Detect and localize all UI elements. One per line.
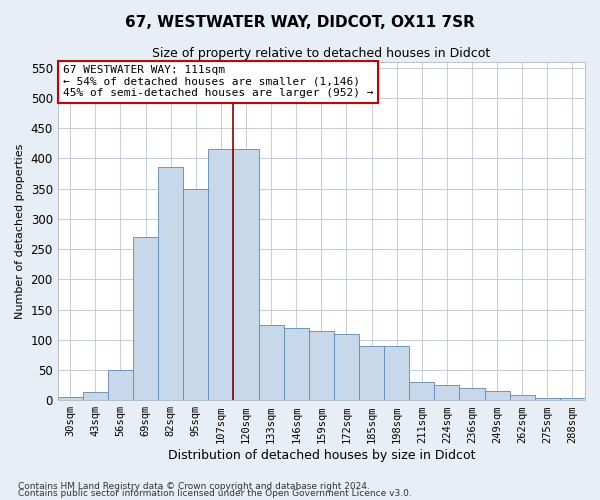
Bar bbox=[409, 382, 434, 400]
X-axis label: Distribution of detached houses by size in Didcot: Distribution of detached houses by size … bbox=[167, 450, 475, 462]
Bar bbox=[183, 188, 208, 400]
Bar bbox=[133, 237, 158, 400]
Bar bbox=[58, 397, 83, 400]
Bar bbox=[208, 150, 233, 400]
Bar bbox=[309, 330, 334, 400]
Bar bbox=[359, 346, 384, 400]
Bar bbox=[83, 392, 108, 400]
Bar bbox=[384, 346, 409, 400]
Bar bbox=[334, 334, 359, 400]
Text: 67 WESTWATER WAY: 111sqm
← 54% of detached houses are smaller (1,146)
45% of sem: 67 WESTWATER WAY: 111sqm ← 54% of detach… bbox=[63, 65, 373, 98]
Bar bbox=[485, 391, 509, 400]
Text: Contains public sector information licensed under the Open Government Licence v3: Contains public sector information licen… bbox=[18, 489, 412, 498]
Bar bbox=[259, 324, 284, 400]
Title: Size of property relative to detached houses in Didcot: Size of property relative to detached ho… bbox=[152, 48, 490, 60]
Bar bbox=[284, 328, 309, 400]
Text: Contains HM Land Registry data © Crown copyright and database right 2024.: Contains HM Land Registry data © Crown c… bbox=[18, 482, 370, 491]
Bar bbox=[509, 396, 535, 400]
Y-axis label: Number of detached properties: Number of detached properties bbox=[15, 143, 25, 318]
Bar bbox=[535, 398, 560, 400]
Bar bbox=[460, 388, 485, 400]
Bar bbox=[434, 385, 460, 400]
Text: 67, WESTWATER WAY, DIDCOT, OX11 7SR: 67, WESTWATER WAY, DIDCOT, OX11 7SR bbox=[125, 15, 475, 30]
Bar bbox=[158, 168, 183, 400]
Bar bbox=[233, 150, 259, 400]
Bar bbox=[108, 370, 133, 400]
Bar bbox=[560, 398, 585, 400]
